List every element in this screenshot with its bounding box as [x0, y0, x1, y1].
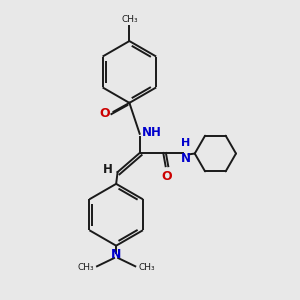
Text: H: H — [103, 163, 113, 176]
Text: CH₃: CH₃ — [77, 263, 94, 272]
Text: CH₃: CH₃ — [121, 15, 138, 24]
Text: NH: NH — [142, 126, 162, 139]
Text: N: N — [181, 152, 191, 165]
Text: N: N — [111, 248, 121, 261]
Text: H: H — [181, 138, 190, 148]
Text: O: O — [161, 170, 172, 183]
Text: O: O — [99, 107, 110, 120]
Text: CH₃: CH₃ — [138, 263, 155, 272]
